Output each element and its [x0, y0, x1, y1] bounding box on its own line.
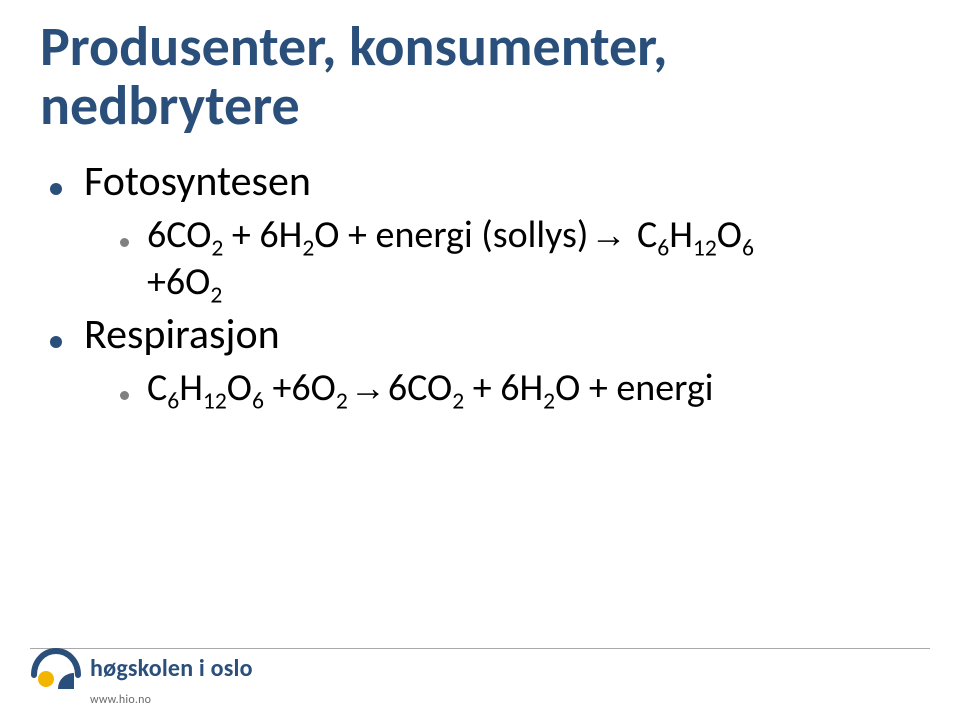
arrow-icon: → [588, 212, 628, 257]
title-line-2: nedbrytere [40, 72, 300, 140]
bullet-fotosyntesen: Fotosyntesen [50, 158, 920, 206]
bullet-dot-icon [50, 183, 62, 195]
logo-text: høgskolen i oslo [90, 654, 253, 683]
logo-mark-icon [30, 645, 82, 691]
title-line-1: Produsenter, konsumenter, [40, 13, 667, 81]
equation-text: 6CO2 + 6H2O + energi (sollys)→ C6H12O6 +… [147, 212, 754, 307]
bullet-dot-icon [120, 391, 129, 400]
bullet-respirasjon: Respirasjon [50, 311, 920, 359]
equation-text: C6H12O6 +6O2 → 6CO2 + 6H2O + energi [147, 365, 714, 413]
bullet-text: Fotosyntesen [84, 158, 311, 206]
footer-url: www.hio.no [90, 693, 253, 707]
bullet-photosynthesis-equation: 6CO2 + 6H2O + energi (sollys)→ C6H12O6 +… [120, 212, 920, 307]
logo: høgskolen i oslo [30, 645, 253, 691]
bullet-text: Respirasjon [84, 311, 280, 359]
bullet-dot-icon [120, 238, 129, 247]
bullet-dot-icon [50, 336, 62, 348]
arrow-icon: → [348, 365, 388, 410]
bullet-respiration-equation: C6H12O6 +6O2 → 6CO2 + 6H2O + energi [120, 365, 920, 413]
slide-title: Produsenter, konsumenter, nedbrytere [40, 18, 920, 136]
slide-content: Fotosyntesen 6CO2 + 6H2O + energi (solly… [40, 158, 920, 413]
footer: høgskolen i oslo www.hio.no [30, 645, 253, 707]
slide: Produsenter, konsumenter, nedbrytere Fot… [0, 0, 960, 721]
